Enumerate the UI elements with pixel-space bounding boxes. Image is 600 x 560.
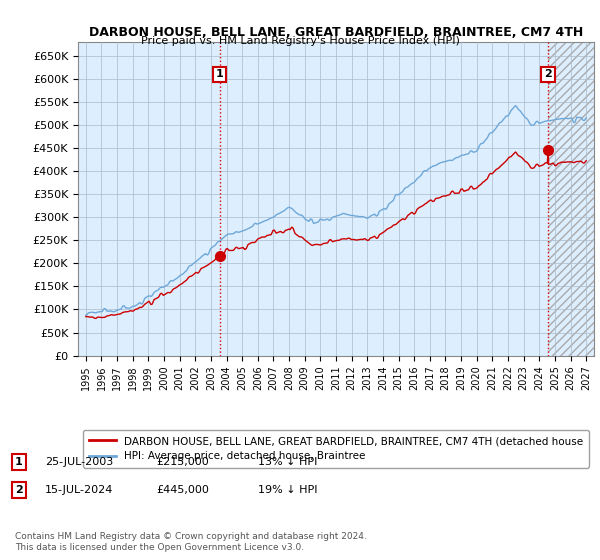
Text: 25-JUL-2003: 25-JUL-2003 (45, 457, 113, 467)
Text: 13% ↓ HPI: 13% ↓ HPI (258, 457, 317, 467)
Text: £215,000: £215,000 (156, 457, 209, 467)
Text: £445,000: £445,000 (156, 485, 209, 495)
Text: Price paid vs. HM Land Registry's House Price Index (HPI): Price paid vs. HM Land Registry's House … (140, 36, 460, 46)
Title: DARBON HOUSE, BELL LANE, GREAT BARDFIELD, BRAINTREE, CM7 4TH: DARBON HOUSE, BELL LANE, GREAT BARDFIELD… (89, 26, 583, 39)
Text: 15-JUL-2024: 15-JUL-2024 (45, 485, 113, 495)
Text: 19% ↓ HPI: 19% ↓ HPI (258, 485, 317, 495)
Text: Contains HM Land Registry data © Crown copyright and database right 2024.
This d: Contains HM Land Registry data © Crown c… (15, 532, 367, 552)
Text: 2: 2 (544, 69, 552, 80)
Text: 1: 1 (15, 457, 23, 467)
Text: 1: 1 (216, 69, 224, 80)
Legend: DARBON HOUSE, BELL LANE, GREAT BARDFIELD, BRAINTREE, CM7 4TH (detached house, HP: DARBON HOUSE, BELL LANE, GREAT BARDFIELD… (83, 430, 589, 468)
Bar (548, 42, 594, 356)
Text: 2: 2 (15, 485, 23, 495)
Bar (548, 42, 594, 356)
